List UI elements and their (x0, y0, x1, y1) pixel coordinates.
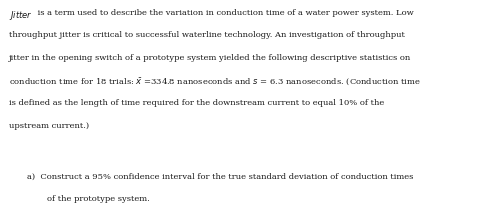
Text: is a term used to describe the variation in conduction time of a water power sys: is a term used to describe the variation… (35, 9, 414, 17)
Text: is defined as the length of time required for the downstream current to equal 10: is defined as the length of time require… (9, 99, 384, 107)
Text: of the prototype system.: of the prototype system. (47, 195, 150, 203)
Text: $\it{Jitter}$: $\it{Jitter}$ (9, 9, 33, 22)
Text: throughput jitter is critical to successful waterline technology. An investigati: throughput jitter is critical to success… (9, 31, 405, 39)
Text: a)  Construct a 95% confidence interval for the true standard deviation of condu: a) Construct a 95% confidence interval f… (27, 173, 414, 181)
Text: conduction time for 18 trials: $\bar{x}$ =334.8 nanoseconds and $s$ = 6.3 nanose: conduction time for 18 trials: $\bar{x}$… (9, 77, 421, 88)
Text: upstream current.): upstream current.) (9, 122, 89, 130)
Text: jitter in the opening switch of a prototype system yielded the following descrip: jitter in the opening switch of a protot… (9, 54, 411, 62)
